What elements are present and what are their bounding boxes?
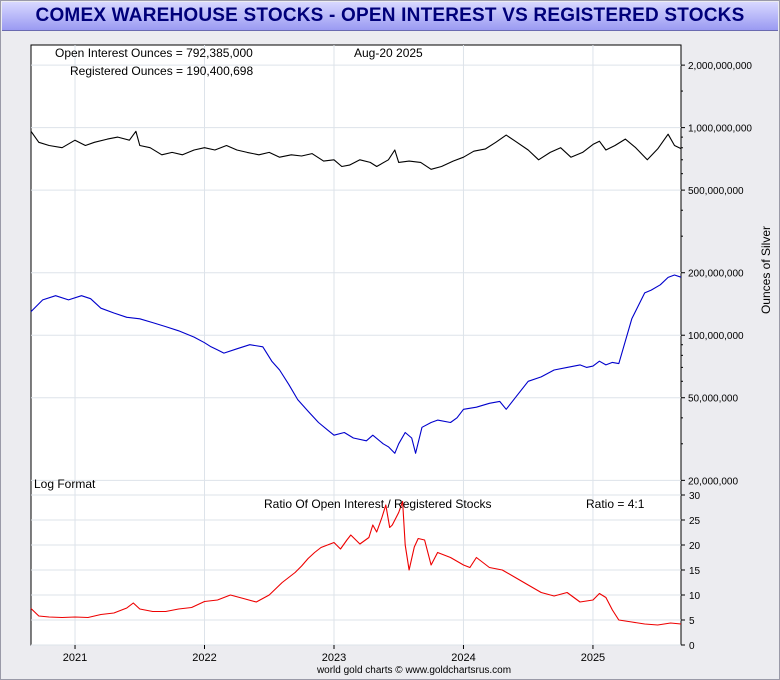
date-label: Aug-20 2025: [354, 46, 423, 60]
upper-y-tick-label: 50,000,000: [688, 394, 738, 405]
upper-y-tick-label: 200,000,000: [688, 269, 744, 280]
lower-y-tick-label: 0: [689, 641, 695, 652]
lower-y-tick-label: 20: [689, 541, 701, 552]
lower-y-tick-label: 5: [689, 616, 695, 627]
registered-legend: Registered Ounces = 190,400,698: [70, 64, 253, 78]
lower-y-tick-label: 25: [689, 516, 701, 527]
x-tick-label: 2025: [581, 652, 605, 664]
ratio-title: Ratio Of Open Interest / Registered Stoc…: [264, 497, 491, 511]
lower-y-tick-label: 10: [689, 591, 701, 602]
upper-plot-area: [30, 44, 682, 496]
upper-y-tick-label: 100,000,000: [688, 331, 744, 342]
open-interest-legend: Open Interest Ounces = 792,385,000: [55, 46, 253, 60]
credit-line: world gold charts © www.goldchartsrus.co…: [316, 665, 511, 676]
title-bar: COMEX WAREHOUSE STOCKS - OPEN INTEREST V…: [2, 2, 778, 31]
x-tick-label: 2021: [63, 652, 87, 664]
lower-y-tick-label: 30: [689, 491, 701, 502]
upper-y-tick-label: 500,000,000: [688, 186, 744, 197]
x-tick-label: 2024: [451, 652, 475, 664]
log-format-label: Log Format: [34, 477, 96, 491]
open-interest-line: [30, 130, 682, 170]
registered-line: [30, 274, 682, 454]
ratio-line: [30, 500, 682, 626]
ratio-legend: Ratio = 4:1: [586, 497, 645, 511]
upper-y-tick-label: 20,000,000: [688, 476, 738, 487]
upper-y-tick-label: 1,000,000,000: [688, 124, 752, 135]
upper-y-tick-label: 2,000,000,000: [688, 61, 752, 72]
x-tick-label: 2023: [322, 652, 346, 664]
x-tick-label: 2022: [192, 652, 216, 664]
lower-y-tick-label: 15: [689, 566, 701, 577]
chart-title: COMEX WAREHOUSE STOCKS - OPEN INTEREST V…: [35, 5, 745, 26]
y-axis-label: Ounces of Silver: [759, 226, 773, 314]
